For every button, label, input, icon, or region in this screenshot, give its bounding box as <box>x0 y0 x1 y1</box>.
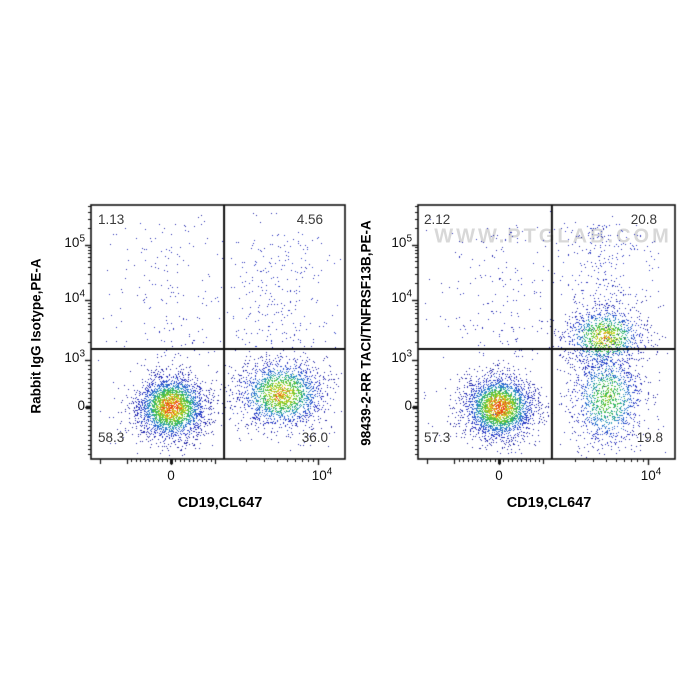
y-tick-label: 0 <box>77 398 85 413</box>
y-tick-label: 104 <box>64 288 85 305</box>
quadrant-value-bottom-right: 19.8 <box>636 430 663 445</box>
x-tick-label: 104 <box>311 466 333 483</box>
y-tick-label: 103 <box>64 348 85 365</box>
quadrant-value-top-left: 2.12 <box>424 212 451 227</box>
x-tick-label: 0 <box>167 468 175 483</box>
x-axis-label: CD19,CL647 <box>506 495 592 511</box>
quadrant-value-bottom-left: 58.3 <box>98 430 125 445</box>
y-tick-label: 0 <box>404 398 412 413</box>
quadrant-value-top-right: 20.8 <box>630 212 657 227</box>
y-tick-label: 105 <box>64 233 85 250</box>
y-tick-label: 103 <box>391 348 412 365</box>
x-tick-label: 0 <box>495 468 503 483</box>
quadrant-value-top-right: 4.56 <box>296 212 323 227</box>
y-axis-label: Rabbit IgG Isotype,PE-A <box>28 258 44 414</box>
quadrant-value-bottom-left: 57.3 <box>424 430 451 445</box>
y-axis-label: 98439-2-RR TACI/TNFRSF13B,PE-A <box>358 220 374 446</box>
y-tick-label: 104 <box>391 288 412 305</box>
y-tick-label: 105 <box>391 233 412 250</box>
quadrant-value-bottom-right: 36.0 <box>301 430 328 445</box>
x-tick-label: 104 <box>640 466 662 483</box>
x-axis-label: CD19,CL647 <box>177 495 263 511</box>
quadrant-value-top-left: 1.13 <box>98 212 125 227</box>
